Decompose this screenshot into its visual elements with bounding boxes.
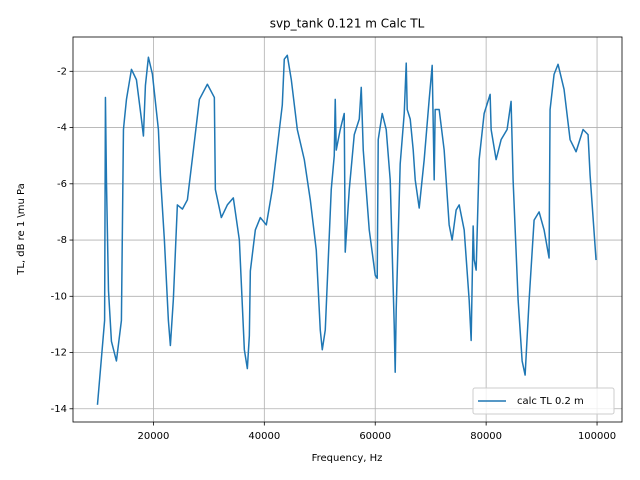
y-tick-label: -8 [57,235,67,246]
y-tick-label: -12 [51,348,67,359]
axes-frame [72,36,623,423]
y-tick-label: -14 [51,404,67,415]
x-axis-label: Frequency, Hz [312,453,383,464]
x-tick-label: 20000 [138,431,170,442]
legend-label: calc TL 0.2 m [517,396,584,407]
data-line [96,54,597,405]
x-tick-label: 100000 [578,431,616,442]
y-tick-label: -2 [57,66,67,77]
chart-title: svp_tank 0.121 m Calc TL [270,17,425,31]
x-tick-label: 40000 [248,431,280,442]
y-tick-label: -10 [51,291,67,302]
x-tick-label: 80000 [470,431,502,442]
y-tick-label: -4 [57,123,67,134]
x-tick-label: 60000 [359,431,391,442]
y-tick-label: -6 [57,179,67,190]
y-axis-label: TL, dB re 1 \mu Pa [16,183,27,276]
legend-box [472,387,615,415]
